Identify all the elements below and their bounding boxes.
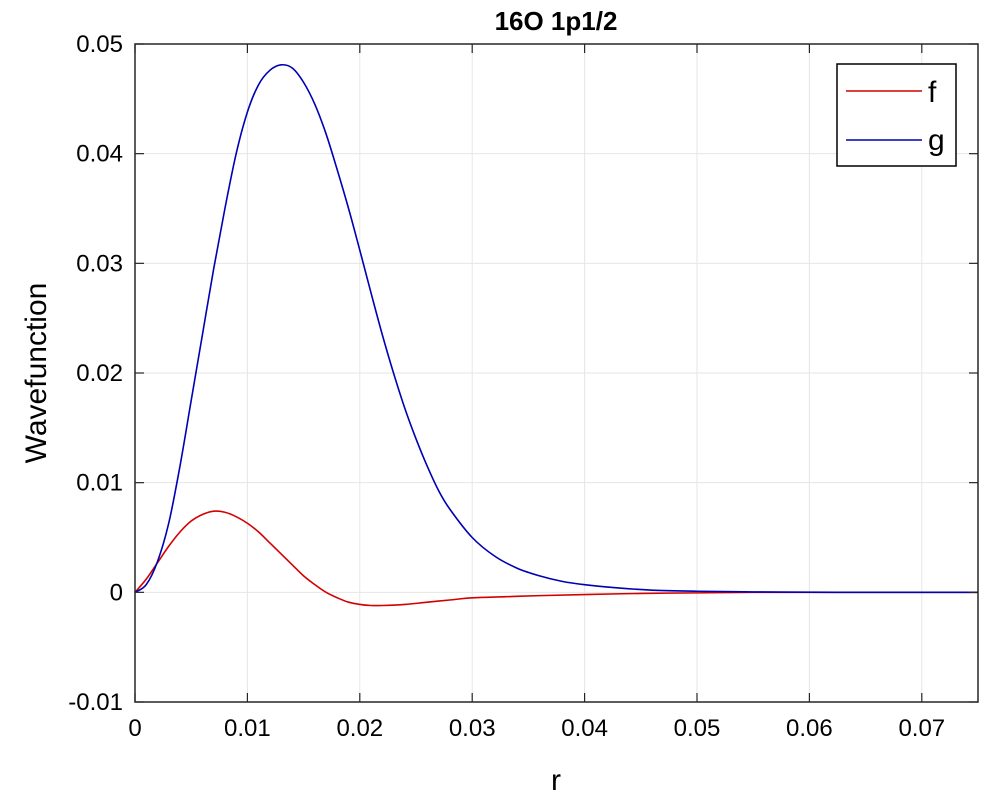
x-axis-label: r xyxy=(551,764,561,797)
y-tick-label: 0 xyxy=(110,579,123,606)
y-tick-labels: -0.01 0 0.01 0.02 0.03 0.04 0.05 xyxy=(68,31,123,716)
x-tick-label: 0.05 xyxy=(674,715,721,742)
legend-box xyxy=(836,63,957,167)
legend-label-f: f xyxy=(928,76,937,109)
y-tick-label: 0.03 xyxy=(76,250,123,277)
series-layer xyxy=(134,63,978,607)
x-tick-labels: 0 0.01 0.02 0.03 0.04 0.05 0.06 0.07 xyxy=(128,715,945,742)
chart-title: 16O 1p1/2 xyxy=(495,6,618,36)
series-line-f xyxy=(134,510,978,607)
legend: f g xyxy=(836,63,957,167)
ticks xyxy=(134,43,978,703)
x-tick-label: 0.02 xyxy=(336,715,383,742)
y-tick-label: 0.04 xyxy=(76,141,123,168)
x-tick-label: 0.03 xyxy=(449,715,496,742)
y-tick-label: 0.01 xyxy=(76,470,123,497)
legend-label-g: g xyxy=(928,124,945,157)
x-tick-label: 0 xyxy=(128,715,141,742)
y-axis-label: Wavefunction xyxy=(20,283,53,464)
y-tick-label: 0.02 xyxy=(76,360,123,387)
y-tick-label: -0.01 xyxy=(68,689,123,716)
x-tick-label: 0.04 xyxy=(561,715,608,742)
x-tick-label: 0.01 xyxy=(224,715,271,742)
x-tick-label: 0.06 xyxy=(786,715,833,742)
y-tick-label: 0.05 xyxy=(76,31,123,58)
series-line-g xyxy=(134,63,978,594)
x-tick-label: 0.07 xyxy=(898,715,945,742)
